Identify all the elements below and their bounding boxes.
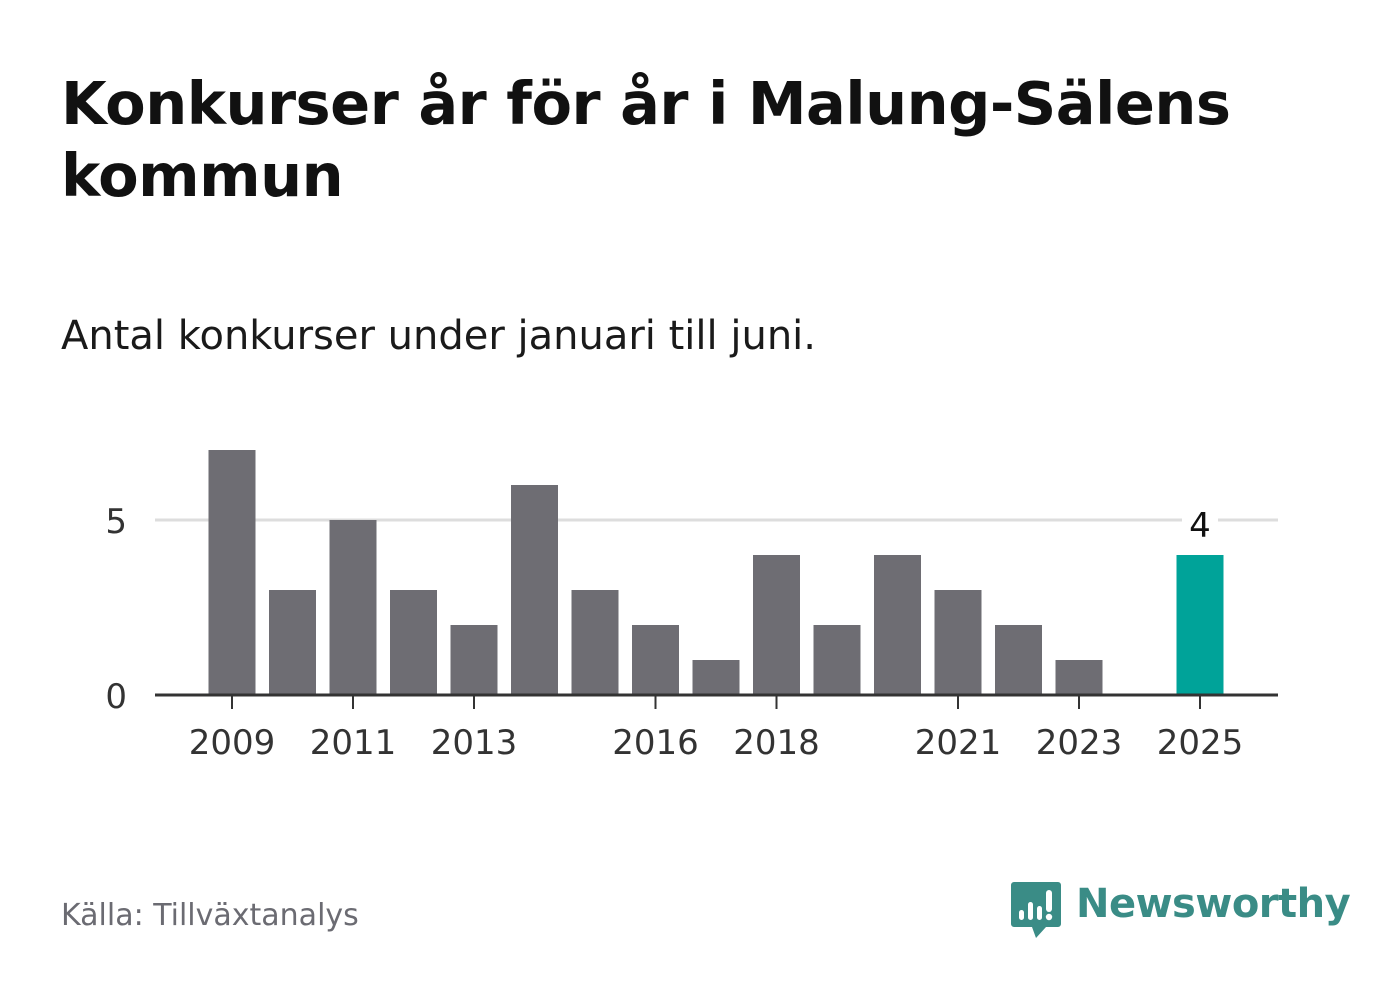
value-label-2025: 4 [1189, 506, 1211, 546]
value-label-background [1182, 509, 1218, 547]
bars [208, 450, 1224, 695]
bar-2020 [874, 555, 921, 695]
bar-2012 [390, 590, 437, 695]
x-tick-label: 2018 [733, 723, 820, 763]
labels: 0 5 2009 2011 2013 2016 2018 2021 2023 2025 4 [105, 502, 1243, 763]
bar-2017 [692, 660, 740, 695]
source-note: Källa: Tillväxtanalys [61, 898, 359, 933]
x-tick-label: 2023 [1036, 723, 1123, 763]
chart-title: Konkurser år för år i Malung-Sälens komm… [61, 69, 1231, 210]
x-tick-label: 2011 [310, 723, 397, 763]
x-tick-label: 2013 [431, 723, 518, 763]
bar-2016 [632, 625, 679, 695]
bar-2009 [208, 450, 256, 695]
bar-2025 [1176, 555, 1224, 695]
bar-2022 [995, 625, 1042, 695]
x-tick-label: 2021 [915, 723, 1002, 763]
x-tick-label: 2025 [1157, 723, 1244, 763]
x-axis [155, 693, 1278, 709]
bar-2018 [753, 555, 800, 695]
bar-2015 [571, 590, 619, 695]
x-tick-label: 2009 [189, 723, 276, 763]
bar-2021 [934, 590, 982, 695]
y-tick-label: 0 [105, 677, 127, 717]
brand-logo: Newsworthy [1010, 878, 1351, 942]
x-tick-label: 2016 [612, 723, 699, 763]
bar-2011 [329, 520, 377, 695]
brand-name: Newsworthy [1076, 881, 1351, 927]
newsworthy-logo-icon [1011, 882, 1061, 938]
y-tick-label: 5 [105, 502, 127, 542]
bar-2014 [511, 485, 558, 695]
bar-2023 [1055, 660, 1103, 695]
bar-2019 [813, 625, 861, 695]
bar-2010 [269, 590, 316, 695]
chart-subtitle: Antal konkurser under januari till juni. [61, 313, 816, 359]
bar-2013 [450, 625, 498, 695]
